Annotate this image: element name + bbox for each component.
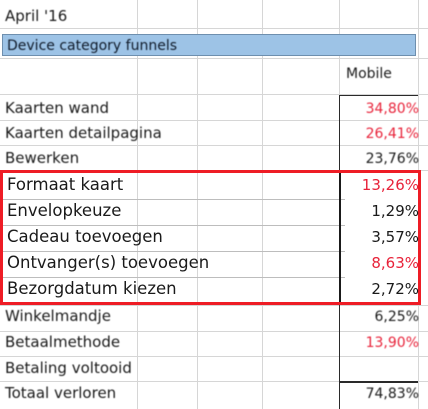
row-label[interactable]: Winkelmandje bbox=[5, 307, 111, 325]
row-value[interactable]: 26,41% bbox=[365, 126, 419, 142]
grid-row-line bbox=[0, 305, 428, 306]
grid-column-line bbox=[262, 0, 263, 409]
sheet-title: April '16 bbox=[5, 7, 68, 25]
row-value[interactable]: 34,80% bbox=[365, 101, 419, 117]
row-label-highlighted[interactable]: Formaat kaart bbox=[7, 175, 124, 194]
row-value[interactable]: 23,76% bbox=[365, 151, 419, 167]
row-label[interactable]: Betaling voltooid bbox=[5, 359, 132, 377]
grid-row-line bbox=[0, 145, 428, 146]
highlight-box bbox=[0, 170, 421, 305]
row-label[interactable]: Kaarten detailpagina bbox=[5, 124, 162, 142]
highlight-column-separator bbox=[339, 173, 341, 302]
row-value[interactable]: 6,25% bbox=[374, 309, 419, 325]
section-header[interactable]: Device category funnels bbox=[2, 34, 416, 56]
row-value-highlighted[interactable]: 13,26% bbox=[361, 176, 419, 194]
column-header-mobile[interactable]: Mobile bbox=[346, 66, 392, 82]
grid-row-line bbox=[0, 356, 428, 357]
row-value-highlighted[interactable]: 1,29% bbox=[371, 202, 419, 220]
grid-row-line bbox=[0, 94, 428, 95]
row-value[interactable]: 74,83% bbox=[365, 386, 419, 402]
row-label[interactable]: Bewerken bbox=[5, 149, 80, 167]
grid-row-line bbox=[0, 120, 428, 121]
row-label-highlighted[interactable]: Envelopkeuze bbox=[7, 201, 122, 220]
grid-row-line bbox=[0, 58, 428, 59]
grid-row-line bbox=[0, 381, 428, 382]
row-label[interactable]: Betaalmethode bbox=[5, 333, 121, 351]
grid-column-line bbox=[197, 0, 198, 409]
row-label[interactable]: Kaarten wand bbox=[5, 99, 109, 117]
row-label-highlighted[interactable]: Cadeau toevoegen bbox=[7, 227, 163, 246]
mobile-column-separator bbox=[339, 381, 418, 383]
grid-row-line bbox=[0, 28, 428, 29]
row-label-highlighted[interactable]: Ontvanger(s) toevoegen bbox=[7, 253, 210, 272]
highlight-row-line bbox=[2, 277, 345, 278]
highlight-row-line bbox=[2, 199, 345, 200]
highlight-row-line bbox=[2, 225, 345, 226]
section-header-label: Device category funnels bbox=[7, 38, 177, 54]
grid-column-line bbox=[137, 0, 138, 409]
row-label-highlighted[interactable]: Bezorgdatum kiezen bbox=[7, 279, 177, 298]
row-value[interactable]: 13,90% bbox=[365, 335, 419, 351]
row-label[interactable]: Totaal verloren bbox=[5, 384, 117, 402]
grid-row-line bbox=[0, 331, 428, 332]
row-value-highlighted[interactable]: 3,57% bbox=[371, 228, 419, 246]
row-value-highlighted[interactable]: 8,63% bbox=[371, 254, 419, 272]
row-value-highlighted[interactable]: 2,72% bbox=[371, 280, 419, 298]
highlight-row-line bbox=[2, 251, 345, 252]
